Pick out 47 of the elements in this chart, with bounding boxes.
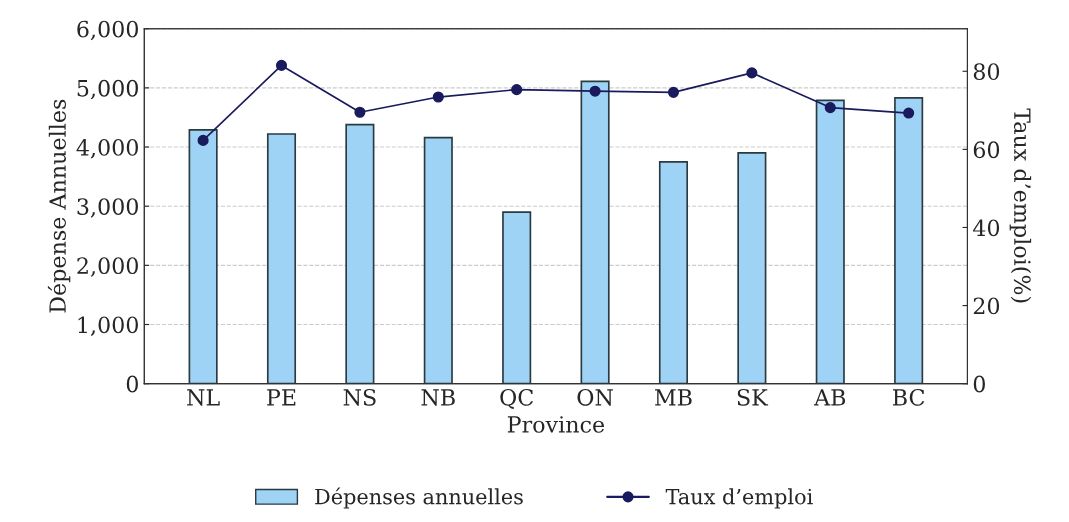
- bar: [658, 160, 689, 384]
- point: [589, 85, 601, 97]
- y-axis-title: Dépense Annuelles: [47, 99, 71, 313]
- y-tick-label: 5,000: [77, 79, 138, 100]
- point: [824, 102, 836, 114]
- legend-label: Dépenses annuelles: [315, 487, 523, 509]
- point: [432, 91, 444, 103]
- y2-tick-label: 40: [972, 219, 1000, 237]
- bar: [815, 99, 845, 384]
- y-tick-label: 1,000: [78, 316, 138, 336]
- point: [197, 134, 209, 146]
- point: [511, 84, 523, 96]
- bar: [345, 123, 375, 384]
- bar: [737, 152, 767, 384]
- y2-tick-label: 20: [973, 297, 1000, 315]
- y2-tick-label: 0: [973, 375, 985, 393]
- point: [903, 107, 915, 119]
- x-tick-label: MB: [655, 389, 692, 406]
- x-axis-title: Province: [507, 416, 605, 433]
- x-tick-label: NL: [187, 389, 220, 406]
- point: [354, 106, 366, 118]
- point: [667, 86, 680, 98]
- y-tick-label: 6,000: [77, 20, 138, 41]
- y2-axis-title: Taux d’emploi(%): [1009, 108, 1032, 303]
- bar: [266, 133, 297, 384]
- y-tick-label: 4,000: [76, 138, 138, 159]
- x-tick-label: SK: [737, 388, 769, 406]
- point: [746, 67, 758, 79]
- x-tick-label: PE: [267, 389, 296, 406]
- x-tick-label: NB: [421, 389, 455, 406]
- bar: [188, 129, 218, 384]
- bar: [502, 211, 532, 384]
- bar: [423, 136, 453, 384]
- y-tick-label: 3,000: [77, 198, 138, 218]
- x-tick-label: AB: [813, 389, 846, 406]
- y-tick-label: 0: [126, 375, 138, 393]
- x-tick-label: QC: [500, 388, 533, 409]
- x-tick-label: NS: [343, 388, 376, 406]
- y-tick-label: 2,000: [77, 257, 138, 277]
- y2-tick-label: 80: [973, 63, 1000, 81]
- bar: [894, 97, 924, 384]
- y2-tick-label: 60: [973, 141, 1000, 159]
- point: [275, 59, 288, 71]
- legend-label: Taux d’emploi: [665, 488, 813, 509]
- x-tick-label: BC: [893, 388, 925, 406]
- x-tick-label: ON: [577, 388, 613, 406]
- bar: [580, 80, 610, 384]
